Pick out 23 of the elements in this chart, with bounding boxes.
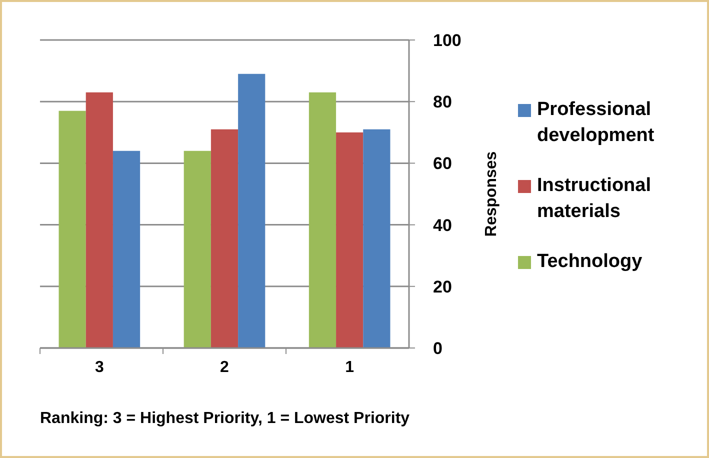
x-tick-label: 2 [220,359,230,376]
y-tick-label: 60 [433,154,452,174]
bar [363,129,390,348]
bar [86,92,113,348]
legend-label: Technology [537,251,643,272]
y-axis-title: Responses [483,151,500,237]
y-tick-label: 40 [433,216,452,235]
y-tick-label: 100 [433,31,462,50]
bar [112,150,140,348]
legend-label: Professional development [537,99,655,146]
bar [58,110,86,348]
x-tick-label: 1 [345,359,354,376]
bar [238,74,266,348]
legend-label: Instructional materials [537,175,652,222]
y-tick-label: 80 [433,92,452,112]
bar [308,92,336,348]
bar [210,129,238,348]
x-axis-title: Ranking: 3 = Highest Priority, 1 = Lowest Priority [40,410,410,427]
y-tick-label: 0 [433,339,442,358]
bar [184,150,211,348]
y-tick-label: 20 [433,277,452,296]
x-tick-label: 3 [94,359,104,376]
bar [336,132,364,348]
